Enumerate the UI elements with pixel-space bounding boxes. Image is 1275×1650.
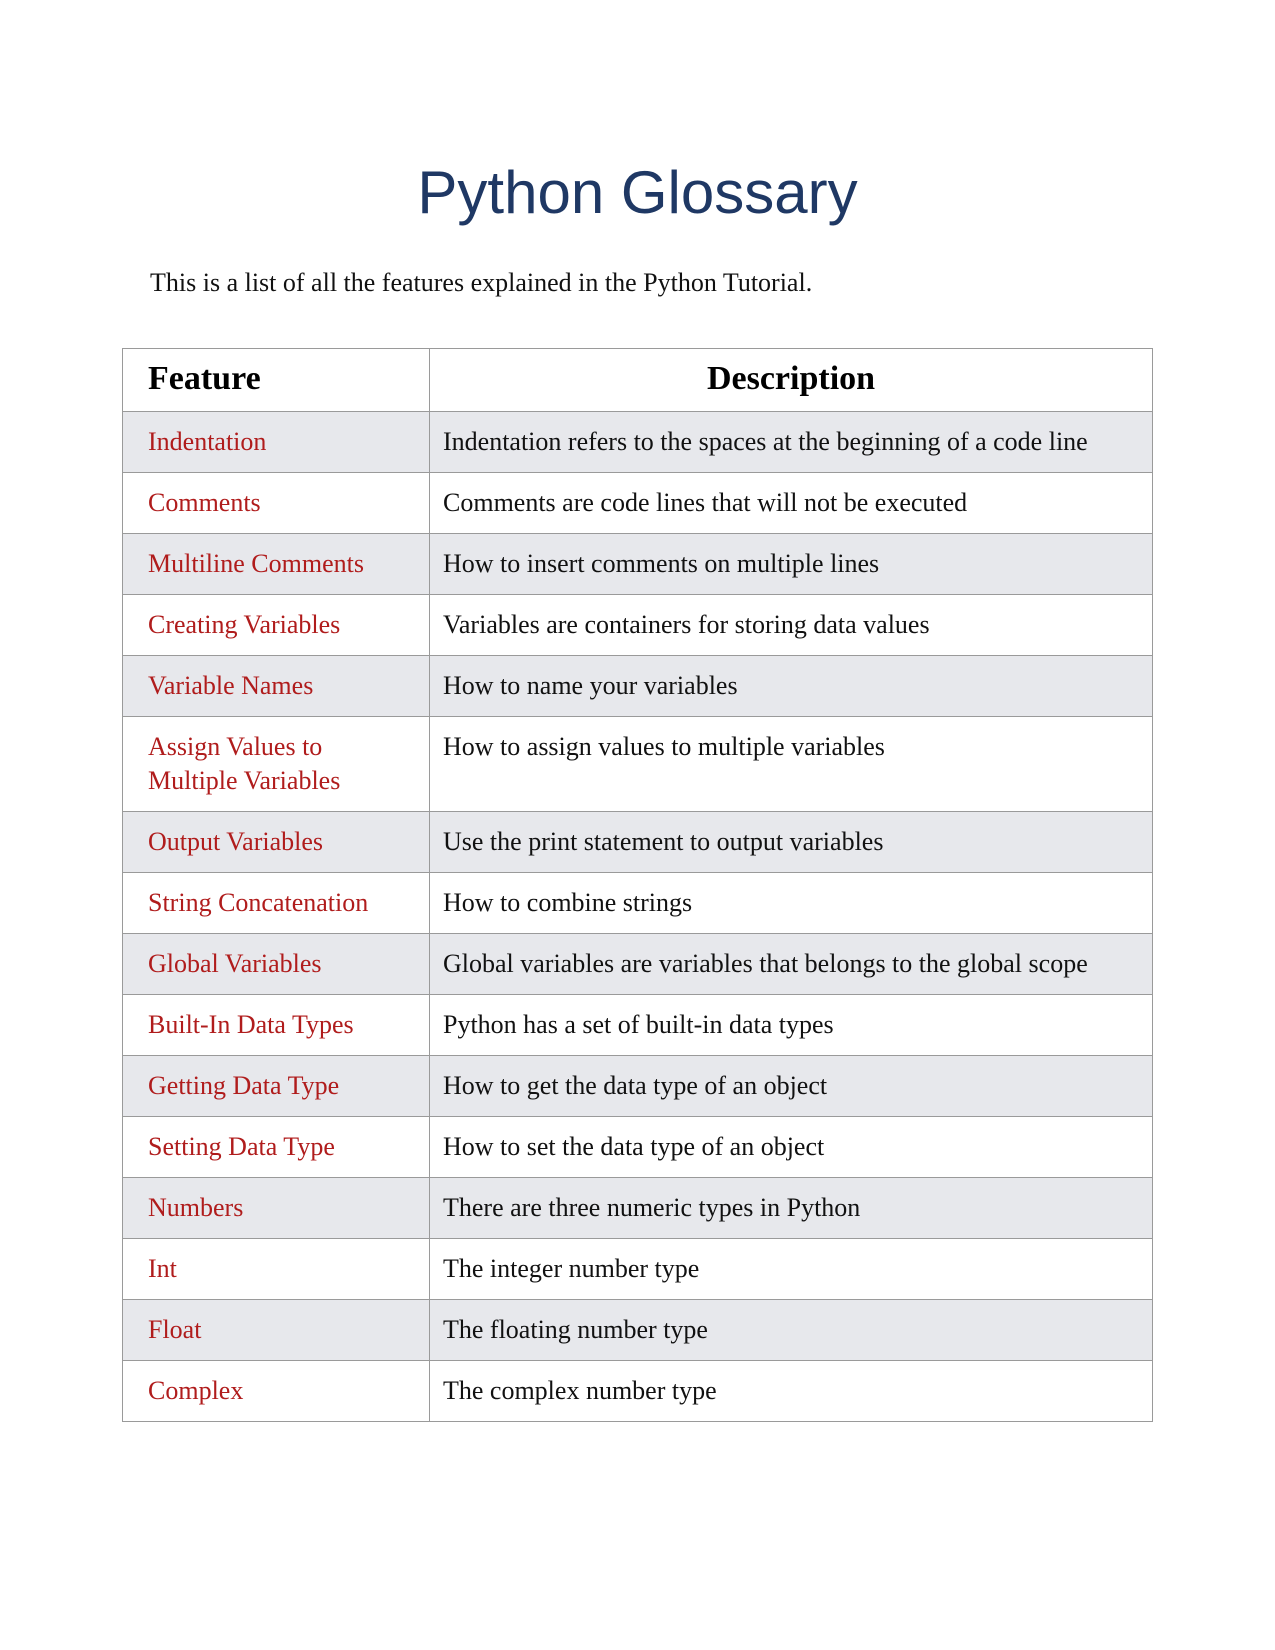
feature-cell: Variable Names xyxy=(122,655,430,717)
description-cell: Indentation refers to the spaces at the … xyxy=(429,411,1153,473)
table-row: Float The floating number type xyxy=(122,1299,1153,1361)
description-cell: Comments are code lines that will not be… xyxy=(429,472,1153,534)
table-row: Comments Comments are code lines that wil… xyxy=(122,472,1153,534)
subtitle: This is a list of all the features expla… xyxy=(150,268,813,297)
feature-cell: String Concatenation xyxy=(122,872,430,934)
feature-cell: Creating Variables xyxy=(122,594,430,656)
feature-cell: Indentation xyxy=(122,411,430,473)
description-cell: How to insert comments on multiple lines xyxy=(429,533,1153,595)
table-row: Getting Data Type How to get the data typ… xyxy=(122,1055,1153,1117)
feature-cell: Complex xyxy=(122,1360,430,1422)
table-row: Assign Values to Multiple Variables How t… xyxy=(122,716,1153,812)
table-row: Int The integer number type xyxy=(122,1238,1153,1300)
table-row: Variable Names How to name your variables xyxy=(122,655,1153,717)
table-row: Multiline Comments How to insert comments… xyxy=(122,533,1153,595)
table-row: Global Variables Global variables are var… xyxy=(122,933,1153,995)
feature-cell: Built-In Data Types xyxy=(122,994,430,1056)
description-cell: Variables are containers for storing dat… xyxy=(429,594,1153,656)
description-cell: There are three numeric types in Python xyxy=(429,1177,1153,1239)
feature-cell: Multiline Comments xyxy=(122,533,430,595)
feature-cell: Comments xyxy=(122,472,430,534)
feature-cell: Global Variables xyxy=(122,933,430,995)
feature-cell: Int xyxy=(122,1238,430,1300)
table-row: String Concatenation How to combine strin… xyxy=(122,872,1153,934)
table-row: Complex The complex number type xyxy=(122,1360,1153,1422)
description-cell: Global variables are variables that belo… xyxy=(429,933,1153,995)
table-row: Numbers There are three numeric types in … xyxy=(122,1177,1153,1239)
description-cell: How to assign values to multiple variabl… xyxy=(429,716,1153,812)
description-cell: Use the print statement to output variab… xyxy=(429,811,1153,873)
description-cell: The complex number type xyxy=(429,1360,1153,1422)
description-cell: How to set the data type of an object xyxy=(429,1116,1153,1178)
table-row: Indentation Indentation refers to the spa… xyxy=(122,411,1153,473)
feature-cell: Assign Values to Multiple Variables xyxy=(122,716,430,812)
table-row: Built-In Data Types Python has a set of b… xyxy=(122,994,1153,1056)
feature-cell: Output Variables xyxy=(122,811,430,873)
description-cell: How to name your variables xyxy=(429,655,1153,717)
title: Python Glossary xyxy=(417,159,858,226)
table-row: Creating Variables Variables are containe… xyxy=(122,594,1153,656)
column-header: Description xyxy=(429,348,1153,412)
feature-cell: Numbers xyxy=(122,1177,430,1239)
table-row: Output Variables Use the print statement … xyxy=(122,811,1153,873)
table-row: Setting Data Type How to set the data typ… xyxy=(122,1116,1153,1178)
description-cell: Python has a set of built-in data types xyxy=(429,994,1153,1056)
feature-cell: Setting Data Type xyxy=(122,1116,430,1178)
header-row: Feature Description xyxy=(122,348,1153,412)
description-cell: How to get the data type of an object xyxy=(429,1055,1153,1117)
feature-cell: Float xyxy=(122,1299,430,1361)
description-cell: The floating number type xyxy=(429,1299,1153,1361)
column-header: Feature xyxy=(122,348,430,412)
feature-cell: Getting Data Type xyxy=(122,1055,430,1117)
description-cell: How to combine strings xyxy=(429,872,1153,934)
table-body: Indentation Indentation refers to the spa… xyxy=(122,411,1153,1422)
description-cell: The integer number type xyxy=(429,1238,1153,1300)
glossary-table: Feature Description Indentation Indentati… xyxy=(122,348,1153,1422)
